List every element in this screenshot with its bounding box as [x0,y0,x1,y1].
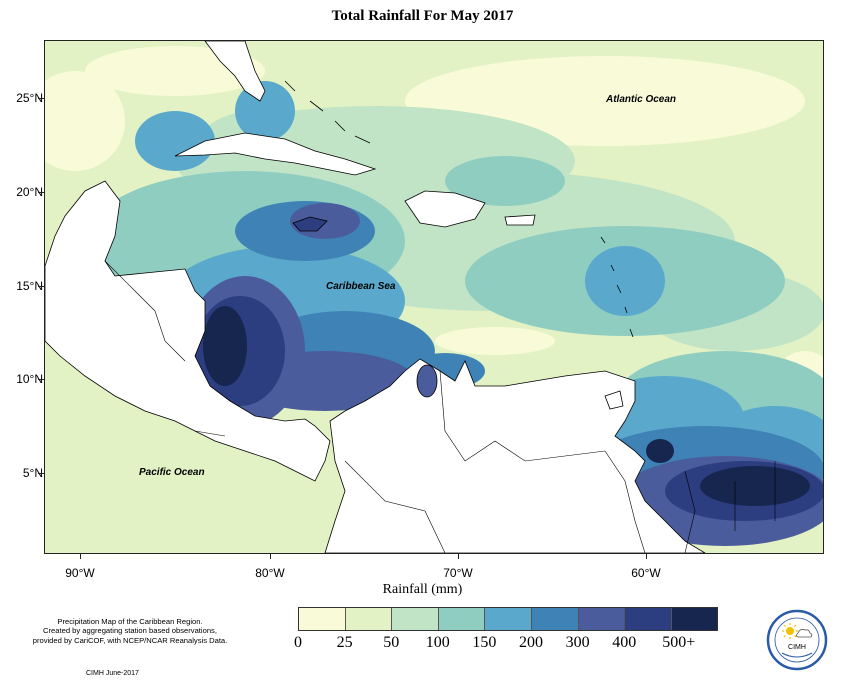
lesser-antilles [600,236,634,338]
legend-tick-labels: 0 25 50 100 150 200 300 400 500+ [282,634,712,654]
legend-tick-label: 300 [565,634,590,651]
islands [174,80,634,410]
legend-title: Rainfall (mm) [382,582,463,597]
map-title: Total Rainfall For May 2017 [331,8,514,24]
legend-tick-label: 400 [612,634,637,651]
legend-tick-label: 500+ [662,634,696,651]
lat-label-25n: 25°N [16,91,43,105]
lat-label-15n: 15°N [16,279,43,293]
hispaniola-island [404,190,486,228]
lon-tick [646,553,647,559]
lat-label-10n: 10°N [16,372,43,386]
lon-tick [458,553,459,559]
legend-swatch-200-300 [531,608,579,630]
caribbean-sea-label: Caribbean Sea [326,281,396,292]
legend-swatch-150-200 [485,608,532,630]
legend-tick-label: 50 [383,634,400,651]
legend-swatch-400-500 [625,608,672,630]
lon-label-90w: 90°W [65,566,95,580]
legend-tick-label: 150 [472,634,497,651]
cuba-island [174,132,377,176]
country-borders [104,260,776,553]
legend-tick-label: 25 [336,634,353,651]
legend-tick-label: 0 [294,634,302,651]
lat-tick [38,473,44,474]
legend-swatch-0-25 [299,608,346,630]
lat-tick [38,98,44,99]
lat-label-5n: 5°N [22,466,43,480]
lat-tick [38,379,44,380]
bahamas-islands [284,80,371,144]
atlantic-ocean-label: Atlantic Ocean [606,94,677,105]
notes-line-3: provided by CariCOF, with NCEP/NCAR Rean… [32,635,228,645]
legend-swatch-100-150 [438,608,486,630]
lon-tick [270,553,271,559]
legend-swatch-500+ [671,608,718,630]
credit-text: CIMH June-2017 [86,670,139,677]
lon-label-70w: 70°W [443,566,473,580]
lon-label-60w: 60°W [631,566,661,580]
jamaica-island [292,216,328,232]
legend-tick-label: 100 [425,634,450,651]
legend-swatch-50-100 [392,608,439,630]
lat-tick [38,192,44,193]
notes-line-1: Precipitation Map of the Caribbean Regio… [57,617,203,626]
sun-icon [786,627,794,635]
cloud-icon [796,629,813,638]
lake-maracaibo [416,364,438,398]
rain-band-500-plus [203,306,810,506]
lon-label-80w: 80°W [255,566,285,580]
legend-tick-label: 200 [519,634,543,651]
legend-colorbar [298,607,719,631]
trinidad-island [604,390,624,410]
puerto-rico-island [504,214,536,226]
cimh-logo-icon: CIMH [766,609,828,671]
lat-tick [38,286,44,287]
lat-label-20n: 20°N [16,185,43,199]
map-notes: Precipitation Map of the Caribbean Regio… [14,617,246,645]
logo-label: CIMH [788,644,806,651]
notes-line-2: Created by aggregating station based obs… [43,626,217,636]
central-america-land [45,180,331,482]
pacific-ocean-label: Pacific Ocean [139,467,205,478]
rainfall-map [44,40,824,554]
florida-land [204,41,266,102]
rainfall-map-canvas [45,41,823,553]
legend-swatch-25-50 [345,608,393,630]
legend-swatch-300-400 [578,608,626,630]
lon-tick [80,553,81,559]
